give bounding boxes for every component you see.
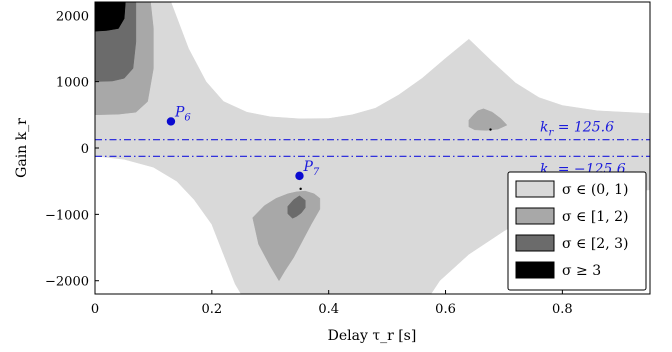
y-tick-label: 1000 xyxy=(56,76,89,91)
point-p-7 xyxy=(295,171,304,181)
x-tick-label: 0 xyxy=(91,302,99,317)
legend: σ ∈ (0, 1) σ ∈ [1, 2) σ ∈ [2, 3) σ ≥ 3 xyxy=(507,171,647,291)
legend-label-2: σ ∈ [2, 3) xyxy=(562,236,628,252)
label-p-6: P6 xyxy=(174,104,191,123)
y-axis-label: Gain k_r xyxy=(14,118,30,178)
legend-label-1: σ ∈ [1, 2) xyxy=(562,209,628,225)
x-axis-ticks: 0 0.2 0.4 0.6 0.8 xyxy=(91,290,573,317)
label-line-0: kr = 125.6 xyxy=(540,120,614,139)
y-tick-label: −2000 xyxy=(45,275,89,290)
region-3-1-2 xyxy=(468,108,508,131)
legend-swatch-1 xyxy=(515,207,555,225)
x-axis-label: Delay τ_r [s] xyxy=(328,328,417,344)
region-6-3 xyxy=(95,2,126,32)
points-layer xyxy=(166,117,492,191)
center-marker-0 xyxy=(299,187,302,191)
legend-label-0: σ ∈ (0, 1) xyxy=(562,182,628,198)
region-2-1-2 xyxy=(252,190,321,282)
reference-lines xyxy=(95,139,650,157)
y-axis-ticks: −2000 −1000 0 1000 2000 xyxy=(45,9,99,290)
point-p-6 xyxy=(166,117,176,126)
region-5-2-3 xyxy=(287,195,306,219)
y-tick-label: 0 xyxy=(81,142,89,157)
legend-swatch-3 xyxy=(515,261,555,279)
label-p-7: P7 xyxy=(302,159,319,178)
legend-box xyxy=(507,171,647,291)
y-tick-label: −1000 xyxy=(45,208,89,223)
x-tick-label: 0.4 xyxy=(318,302,339,317)
y-tick-label: 2000 xyxy=(56,9,89,24)
x-tick-label: 0.8 xyxy=(552,302,573,317)
legend-label-3: σ ≥ 3 xyxy=(562,263,601,279)
x-tick-label: 0.2 xyxy=(201,302,222,317)
legend-swatch-0 xyxy=(515,180,555,198)
legend-swatch-2 xyxy=(515,234,555,252)
x-tick-label: 0.6 xyxy=(435,302,456,317)
center-marker-1 xyxy=(489,128,492,131)
